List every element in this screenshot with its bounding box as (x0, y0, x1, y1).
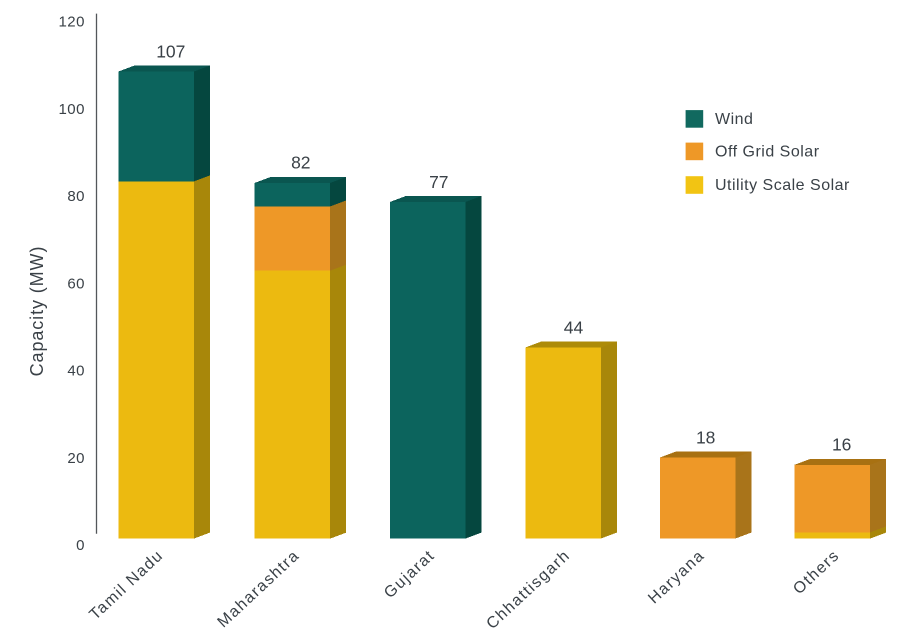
svg-text:Tamil Nadu: Tamil Nadu (87, 547, 167, 624)
svg-text:Haryana: Haryana (645, 547, 708, 607)
svg-text:82: 82 (291, 153, 310, 173)
svg-text:120: 120 (58, 14, 85, 31)
svg-text:Chhattisgarh: Chhattisgarh (483, 547, 573, 633)
svg-text:40: 40 (67, 363, 85, 380)
svg-text:107: 107 (156, 41, 185, 61)
svg-text:Gujarat: Gujarat (381, 547, 438, 602)
svg-text:100: 100 (58, 101, 85, 118)
svg-text:Others: Others (790, 547, 843, 598)
svg-text:Off Grid Solar: Off Grid Solar (715, 144, 820, 161)
svg-text:Utility Scale Solar: Utility Scale Solar (715, 177, 850, 194)
svg-text:77: 77 (429, 172, 448, 192)
svg-text:16: 16 (832, 435, 851, 455)
svg-text:18: 18 (696, 427, 715, 447)
svg-text:80: 80 (67, 188, 85, 205)
svg-text:Wind: Wind (715, 111, 753, 128)
svg-text:0: 0 (76, 537, 85, 554)
svg-text:60: 60 (67, 275, 85, 292)
svg-text:20: 20 (67, 450, 85, 467)
svg-text:Capacity (MW): Capacity (MW) (27, 246, 47, 377)
svg-text:44: 44 (564, 317, 584, 337)
svg-text:Maharashtra: Maharashtra (215, 547, 304, 631)
